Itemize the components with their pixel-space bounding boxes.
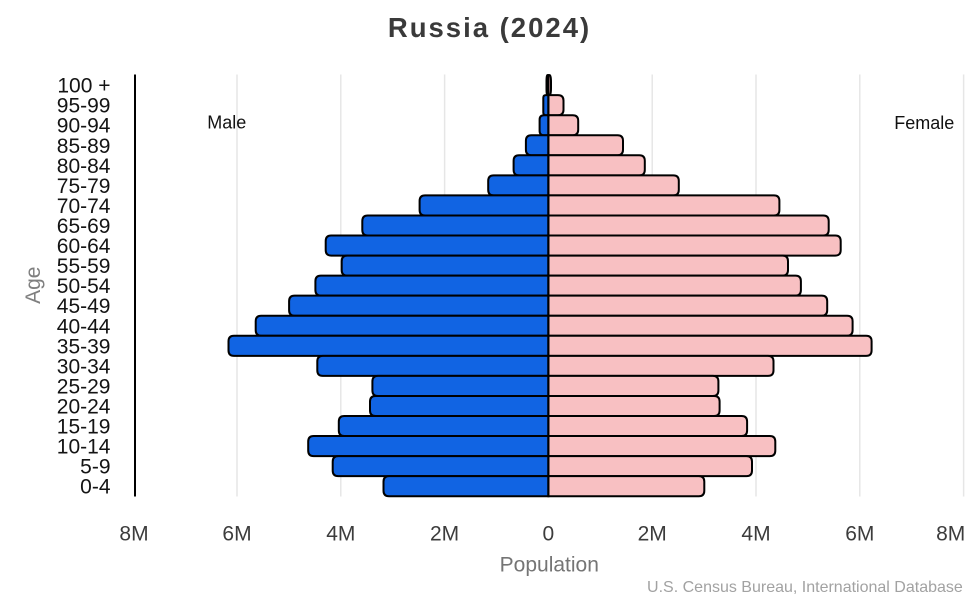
svg-text:85-89: 85-89 — [57, 135, 111, 158]
svg-text:4M: 4M — [741, 523, 770, 546]
svg-text:45-49: 45-49 — [57, 295, 111, 318]
svg-text:6M: 6M — [222, 523, 251, 546]
svg-text:4M: 4M — [326, 523, 355, 546]
svg-text:0-4: 0-4 — [80, 476, 111, 499]
svg-text:U.S. Census Bureau, Internatio: U.S. Census Bureau, International Databa… — [647, 579, 963, 596]
svg-text:30-34: 30-34 — [57, 355, 111, 378]
svg-text:10-14: 10-14 — [57, 436, 111, 459]
svg-text:65-69: 65-69 — [57, 215, 111, 238]
svg-text:Population: Population — [500, 554, 599, 577]
svg-text:70-74: 70-74 — [57, 195, 111, 218]
svg-text:6M: 6M — [845, 523, 874, 546]
svg-text:55-59: 55-59 — [57, 255, 111, 278]
svg-text:90-94: 90-94 — [57, 115, 111, 138]
svg-text:50-54: 50-54 — [57, 275, 111, 298]
svg-text:100 +: 100 + — [57, 75, 110, 98]
svg-text:8M: 8M — [119, 523, 148, 546]
svg-text:40-44: 40-44 — [57, 315, 111, 338]
svg-text:Age: Age — [22, 267, 45, 304]
svg-text:Male: Male — [207, 113, 246, 133]
svg-text:Russia (2024): Russia (2024) — [388, 12, 591, 43]
svg-text:80-84: 80-84 — [57, 155, 111, 178]
svg-text:60-64: 60-64 — [57, 235, 111, 258]
svg-text:Female: Female — [894, 113, 954, 133]
svg-text:20-24: 20-24 — [57, 396, 111, 419]
svg-text:2M: 2M — [430, 523, 459, 546]
svg-text:35-39: 35-39 — [57, 335, 111, 358]
svg-text:0: 0 — [543, 523, 555, 546]
svg-text:95-99: 95-99 — [57, 95, 111, 118]
svg-text:2M: 2M — [638, 523, 667, 546]
svg-text:8M: 8M — [936, 523, 965, 546]
svg-text:15-19: 15-19 — [57, 416, 111, 439]
svg-text:5-9: 5-9 — [80, 456, 110, 479]
svg-text:75-79: 75-79 — [57, 175, 111, 198]
svg-text:25-29: 25-29 — [57, 375, 111, 398]
